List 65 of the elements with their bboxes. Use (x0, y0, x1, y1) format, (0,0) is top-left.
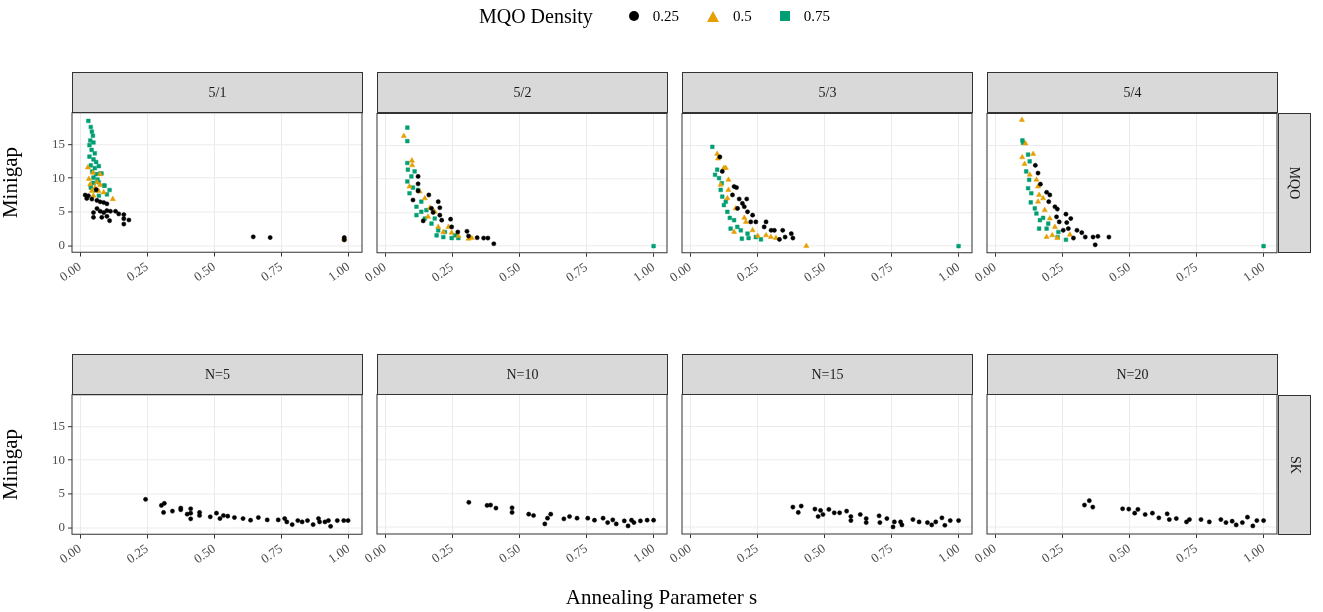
y-tick-label: 0 (58, 237, 66, 253)
chart-title: 5/4 (987, 72, 1278, 113)
x-tick-label: 0.50 (495, 540, 523, 567)
y-tick-label: 5 (58, 485, 65, 501)
x-tick-label: 0.75 (562, 540, 591, 567)
x-tick-label: 0.50 (190, 540, 219, 567)
x-tick-label: 0.25 (123, 258, 151, 285)
x-tick-label: 1.00 (935, 540, 963, 567)
x-tick-label: 0.50 (800, 540, 828, 567)
chart-title: N=15 (682, 354, 973, 395)
text: MQO (1286, 166, 1303, 200)
x-tick-label: 0.25 (428, 540, 456, 567)
legend-label: 0.75 (803, 7, 831, 25)
x-tick-label: 0.25 (733, 258, 761, 285)
legend-label: 0.5 (733, 7, 752, 25)
chart-title: 5/1 (72, 72, 363, 113)
y-tick-label: 0 (58, 519, 66, 535)
x-tick-label: 0.50 (800, 258, 828, 285)
y-tick-label: 10 (52, 169, 66, 185)
x-tick-label: 0.00 (56, 258, 85, 285)
text: SK (1286, 456, 1303, 474)
x-tick-label: 0.00 (971, 258, 999, 285)
y-tick-label: 15 (52, 418, 65, 434)
x-axis-title: Annealing Parameter s (564, 585, 759, 610)
x-tick-label: 0.25 (123, 540, 151, 567)
x-tick-label: 1.00 (630, 540, 658, 567)
chart-title: N=10 (377, 354, 668, 395)
x-tick-label: 0.75 (562, 258, 591, 285)
x-tick-label: 0.25 (1038, 540, 1066, 567)
y-tick-label: 5 (58, 203, 65, 219)
x-tick-label: 0.75 (257, 540, 286, 567)
y-axis-title: Minigap (0, 428, 23, 501)
x-tick-label: 0.75 (257, 258, 286, 285)
x-tick-label: 0.75 (1172, 540, 1201, 567)
x-tick-label: 0.00 (361, 540, 389, 567)
x-tick-label: 0.00 (666, 258, 694, 285)
x-tick-label: 0.25 (733, 540, 761, 567)
x-tick-label: 0.50 (1105, 540, 1133, 567)
chart-title: N=5 (72, 354, 363, 395)
x-tick-label: 0.25 (428, 258, 456, 285)
x-tick-label: 1.00 (1240, 540, 1268, 567)
x-tick-label: 0.75 (867, 258, 896, 285)
x-tick-label: 0.00 (666, 540, 694, 567)
x-tick-label: 1.00 (325, 540, 353, 567)
x-tick-label: 0.50 (495, 258, 523, 285)
legend-label: 0.25 (652, 7, 680, 25)
legend-title: MQO Density (478, 4, 593, 28)
chart-title: 5/2 (377, 72, 668, 113)
x-tick-label: 0.00 (361, 258, 389, 285)
x-tick-label: 0.50 (190, 258, 219, 285)
x-tick-label: 0.00 (971, 540, 999, 567)
x-tick-label: 1.00 (935, 258, 963, 285)
x-tick-label: 1.00 (325, 258, 353, 285)
x-tick-label: 0.25 (1038, 258, 1066, 285)
x-tick-label: 1.00 (1240, 258, 1268, 285)
x-tick-label: 1.00 (630, 258, 658, 285)
chart-title: N=20 (987, 354, 1278, 395)
x-tick-label: 0.75 (1172, 258, 1201, 285)
x-tick-label: 0.50 (1105, 258, 1133, 285)
y-tick-label: 10 (52, 451, 66, 467)
x-tick-label: 0.75 (867, 540, 896, 567)
y-tick-label: 15 (52, 136, 65, 152)
y-axis-title: Minigap (0, 146, 23, 219)
x-tick-label: 0.00 (56, 540, 85, 567)
chart-title: 5/3 (682, 72, 973, 113)
